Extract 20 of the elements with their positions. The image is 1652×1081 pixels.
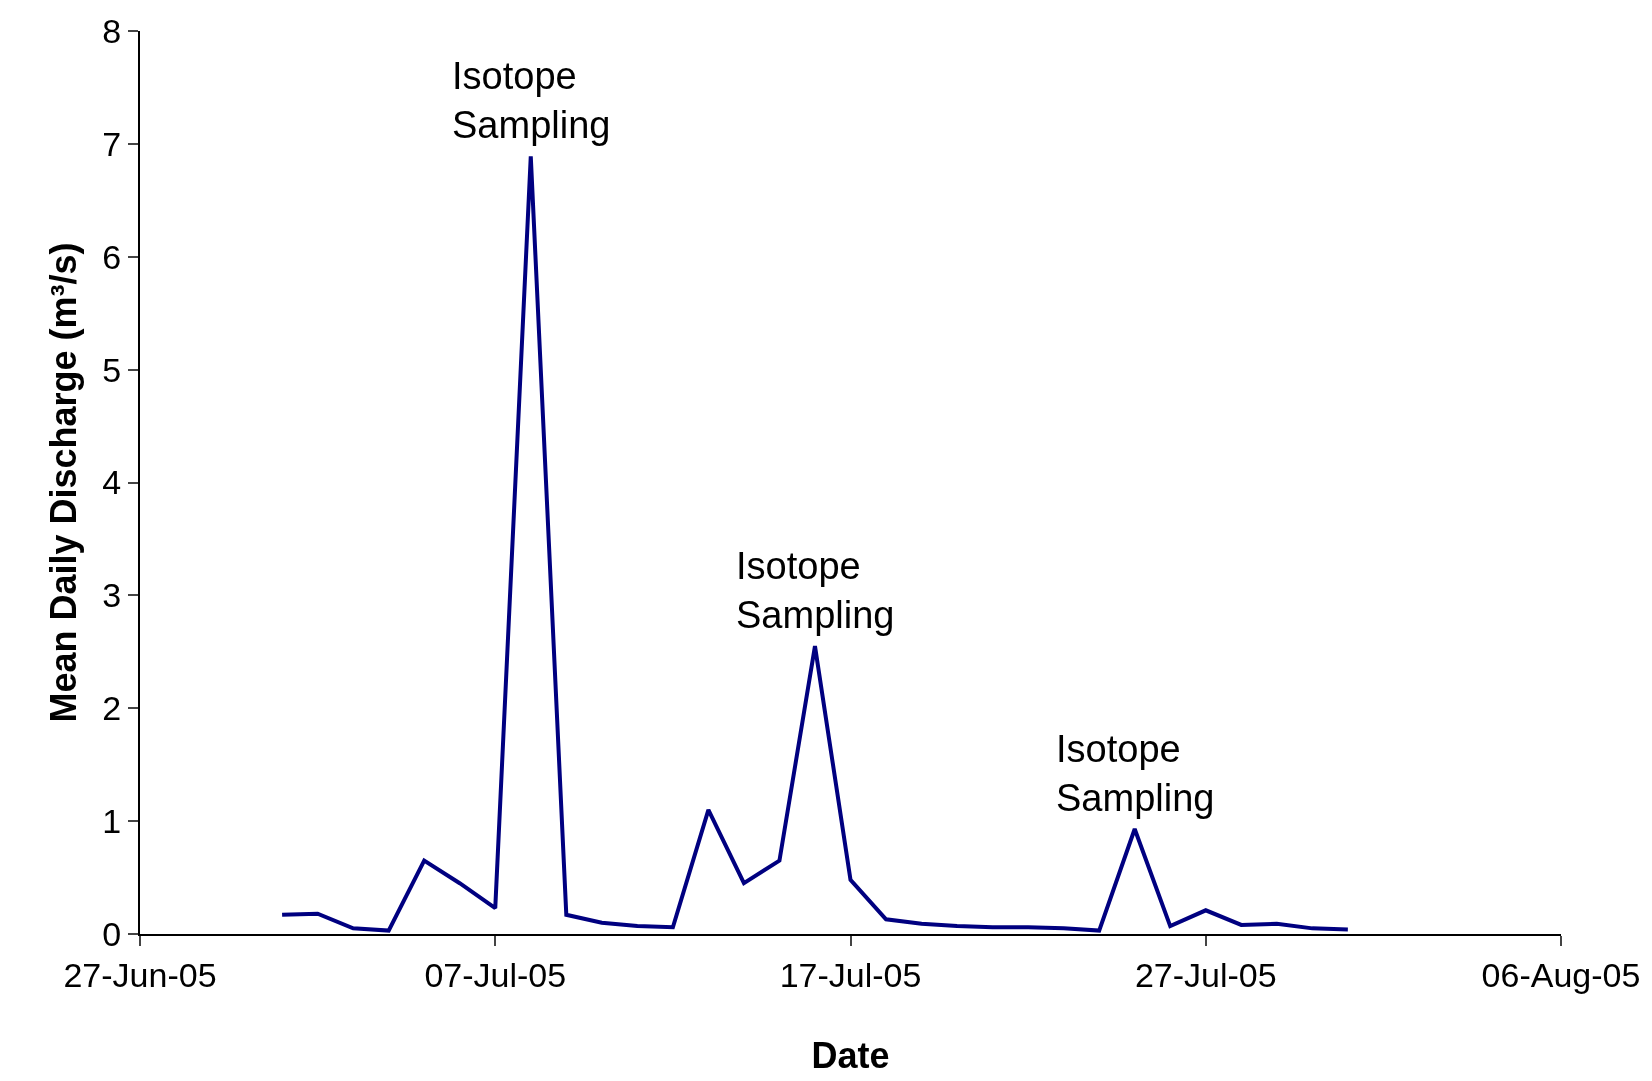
annotation: Isotope Sampling — [452, 55, 611, 147]
y-tick-label: 3 — [102, 576, 122, 615]
y-tick-label: 2 — [102, 689, 122, 728]
annotation: Isotope Sampling — [736, 545, 895, 637]
annotation: Isotope Sampling — [1056, 728, 1215, 820]
x-tick-label: 27-Jun-05 — [63, 955, 217, 994]
y-tick-label: 8 — [102, 11, 122, 50]
line-series — [280, 154, 1350, 933]
x-tick-label: 06-Aug-05 — [1481, 955, 1641, 994]
y-tick-label: 1 — [102, 802, 122, 841]
x-axis-title: Date — [811, 1035, 890, 1076]
y-axis-title: Mean Daily Discharge (m³/s) — [42, 242, 84, 723]
y-tick-label: 0 — [102, 914, 122, 953]
x-tick-label: 17-Jul-05 — [779, 955, 922, 994]
x-tick-label: 07-Jul-05 — [424, 955, 567, 994]
y-tick-label: 7 — [102, 124, 122, 163]
x-tick-label: 27-Jul-05 — [1134, 955, 1277, 994]
y-tick-label: 4 — [102, 463, 122, 502]
y-tick-label: 5 — [102, 350, 122, 389]
y-tick-label: 6 — [102, 237, 122, 276]
